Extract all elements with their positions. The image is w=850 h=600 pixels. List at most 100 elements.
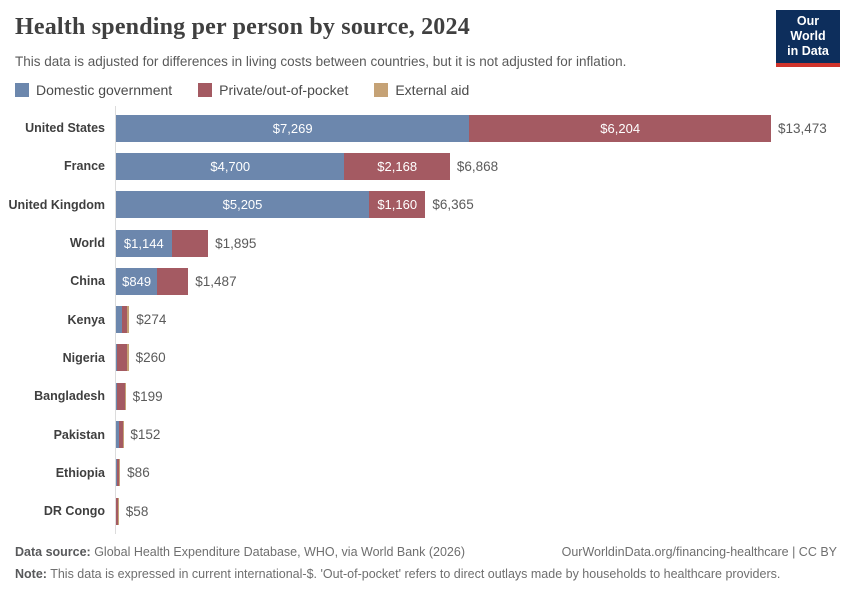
footer-note-text: This data is expressed in current intern… bbox=[46, 567, 781, 581]
legend-swatch-icon bbox=[374, 83, 389, 97]
data-source: Data source: Global Health Expenditure D… bbox=[15, 541, 465, 563]
bar-segment-domestic-government[interactable]: $5,205 bbox=[116, 191, 370, 219]
country-label: China bbox=[70, 274, 105, 289]
bar-chart: United States $7,269 $6,204 $13,473 Franc… bbox=[0, 109, 850, 530]
legend-item[interactable]: Domestic government bbox=[15, 82, 172, 98]
total-label: $1,487 bbox=[195, 273, 237, 289]
bar-segment-external-aid[interactable] bbox=[126, 306, 130, 334]
bar-segment-domestic-government[interactable]: $849 bbox=[116, 267, 158, 295]
data-source-label: Data source: bbox=[15, 545, 91, 559]
chart-row: Kenya $274 bbox=[0, 300, 850, 338]
total-label: $199 bbox=[132, 388, 163, 404]
bar-segment-external-aid[interactable] bbox=[127, 344, 129, 372]
legend: Domestic government Private/out-of-pocke… bbox=[15, 82, 469, 98]
chart-row: Pakistan $152 bbox=[0, 415, 850, 453]
owid-url-link[interactable]: OurWorldinData.org/financing-healthcare … bbox=[561, 545, 837, 559]
bar-segment-private-out-of-pocket[interactable] bbox=[118, 421, 124, 449]
chart-row: Nigeria $260 bbox=[0, 339, 850, 377]
bar-segment-private-out-of-pocket[interactable] bbox=[157, 267, 189, 295]
bar-segment-domestic-government[interactable] bbox=[116, 306, 122, 334]
footer-note: Note: This data is expressed in current … bbox=[15, 567, 780, 581]
stacked-bar[interactable]: $4,700 $2,168 bbox=[116, 152, 450, 180]
chart-row: United States $7,269 $6,204 $13,473 bbox=[0, 109, 850, 147]
stacked-bar[interactable] bbox=[116, 497, 119, 525]
y-axis-line bbox=[115, 106, 116, 534]
chart-row: DR Congo $58 bbox=[0, 492, 850, 530]
chart-row: Ethiopia $86 bbox=[0, 454, 850, 492]
bar-segment-private-out-of-pocket[interactable] bbox=[117, 344, 128, 372]
bar-segment-domestic-government[interactable]: $4,700 bbox=[116, 152, 345, 180]
stacked-bar[interactable] bbox=[116, 421, 124, 449]
chart-row: China $849 $1,487 bbox=[0, 262, 850, 300]
total-label: $274 bbox=[136, 312, 167, 328]
stacked-bar[interactable]: $5,205 $1,160 bbox=[116, 191, 426, 219]
legend-item[interactable]: Private/out-of-pocket bbox=[198, 82, 348, 98]
chart-row: World $1,144 $1,895 bbox=[0, 224, 850, 262]
country-label: United Kingdom bbox=[8, 197, 105, 212]
total-label: $260 bbox=[135, 350, 166, 366]
country-label: France bbox=[64, 159, 105, 174]
stacked-bar[interactable] bbox=[116, 459, 121, 487]
stacked-bar[interactable]: $1,144 bbox=[116, 229, 209, 257]
total-label: $58 bbox=[125, 503, 149, 519]
stacked-bar[interactable]: $7,269 $6,204 bbox=[116, 114, 771, 142]
bar-segment-external-aid[interactable] bbox=[119, 459, 121, 487]
stacked-bar[interactable]: $849 bbox=[116, 267, 189, 295]
bar-segment-domestic-government[interactable] bbox=[116, 421, 119, 449]
owid-logo[interactable]: Our World in Data bbox=[776, 10, 840, 67]
legend-label: External aid bbox=[395, 82, 470, 98]
legend-label: Domestic government bbox=[36, 82, 173, 98]
country-label: Kenya bbox=[67, 312, 105, 327]
legend-item[interactable]: External aid bbox=[374, 82, 469, 98]
footer: Data source: Global Health Expenditure D… bbox=[15, 541, 837, 585]
bar-segment-domestic-government[interactable]: $7,269 bbox=[116, 114, 470, 142]
owid-logo-line1: Our World bbox=[790, 14, 826, 43]
bar-segment-domestic-government[interactable] bbox=[116, 344, 118, 372]
footer-note-label: Note: bbox=[15, 567, 47, 581]
chart-subtitle: This data is adjusted for differences in… bbox=[15, 54, 627, 69]
chart-title: Health spending per person by source, 20… bbox=[15, 14, 470, 40]
country-label: United States bbox=[25, 121, 105, 136]
legend-swatch-icon bbox=[198, 83, 213, 97]
bar-segment-private-out-of-pocket[interactable]: $2,168 bbox=[344, 152, 450, 180]
owid-logo-line2: in Data bbox=[787, 44, 829, 58]
bar-segment-private-out-of-pocket[interactable] bbox=[116, 459, 120, 487]
total-label: $6,868 bbox=[456, 158, 499, 174]
total-label: $1,895 bbox=[215, 235, 257, 251]
country-label: Ethiopia bbox=[55, 465, 105, 480]
total-label: $13,473 bbox=[777, 120, 827, 136]
chart-row: Bangladesh $199 bbox=[0, 377, 850, 415]
bar-segment-private-out-of-pocket[interactable]: $1,160 bbox=[369, 191, 426, 219]
bar-segment-domestic-government[interactable] bbox=[116, 382, 118, 410]
segment-value-label: $7,269 bbox=[272, 120, 313, 136]
country-label: Bangladesh bbox=[34, 389, 105, 404]
stacked-bar[interactable] bbox=[116, 344, 129, 372]
country-label: World bbox=[69, 236, 105, 251]
data-source-text: Global Health Expenditure Database, WHO,… bbox=[90, 545, 465, 559]
total-label: $6,365 bbox=[432, 197, 474, 213]
country-label: Nigeria bbox=[62, 350, 105, 365]
segment-value-label: $1,160 bbox=[377, 197, 418, 213]
segment-value-label: $4,700 bbox=[210, 158, 251, 174]
bar-segment-private-out-of-pocket[interactable] bbox=[116, 497, 119, 525]
stacked-bar[interactable] bbox=[116, 306, 130, 334]
bar-segment-private-out-of-pocket[interactable] bbox=[171, 229, 209, 257]
bar-segment-external-aid[interactable] bbox=[118, 497, 119, 525]
bar-segment-private-out-of-pocket[interactable] bbox=[121, 306, 127, 334]
total-label: $86 bbox=[127, 465, 150, 481]
bar-segment-private-out-of-pocket[interactable]: $6,204 bbox=[469, 114, 771, 142]
segment-value-label: $5,205 bbox=[222, 197, 263, 213]
chart-row: United Kingdom $5,205 $1,160 $6,365 bbox=[0, 186, 850, 224]
bar-segment-domestic-government[interactable] bbox=[116, 459, 117, 487]
bar-segment-domestic-government[interactable]: $1,144 bbox=[116, 229, 172, 257]
segment-value-label: $6,204 bbox=[600, 120, 641, 136]
stacked-bar[interactable] bbox=[116, 382, 126, 410]
country-label: DR Congo bbox=[43, 504, 105, 519]
legend-swatch-icon bbox=[15, 83, 29, 97]
segment-value-label: $849 bbox=[122, 273, 152, 289]
total-label: $152 bbox=[130, 427, 161, 443]
country-label: Pakistan bbox=[53, 427, 105, 442]
legend-label: Private/out-of-pocket bbox=[219, 82, 349, 98]
bar-segment-private-out-of-pocket[interactable] bbox=[117, 382, 126, 410]
